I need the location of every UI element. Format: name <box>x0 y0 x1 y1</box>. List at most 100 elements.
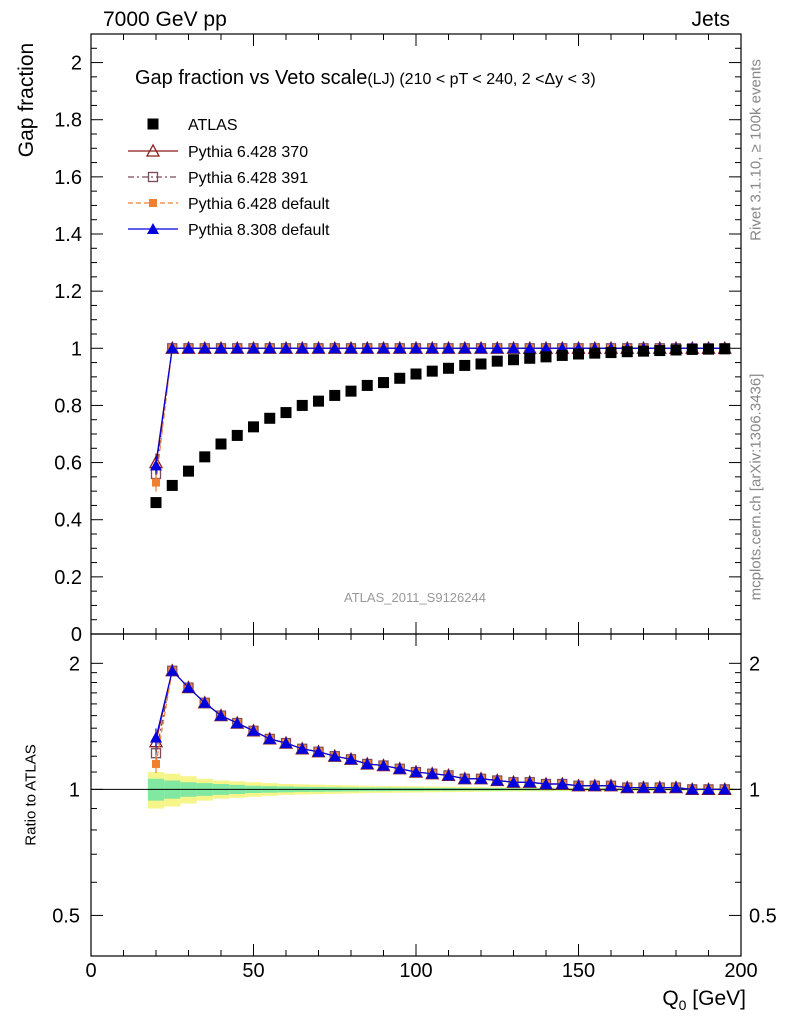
plot-title-main: Gap fraction vs Veto scale <box>135 67 368 89</box>
ratio-panel: 0 50 100 150 200 0.5 0.5 1 1 2 2 <box>52 633 777 982</box>
legend-label: Pythia 6.428 default <box>188 196 330 213</box>
data-point-main <box>638 345 649 357</box>
data-point-ratio <box>540 777 552 789</box>
data-point-ratio <box>702 783 715 795</box>
y-tick-label-main: 1.8 <box>54 110 82 132</box>
data-point-main <box>264 412 276 424</box>
x-axis-label-main: Q <box>662 987 679 1010</box>
data-point-ratio <box>718 783 731 795</box>
data-point-ratio <box>247 724 260 736</box>
y-tick-label-main: 1.6 <box>54 167 82 189</box>
header-left-label: 7000 GeV pp <box>103 8 227 31</box>
data-point-main <box>719 343 731 355</box>
data-point-main <box>215 438 227 450</box>
y-axis-label-main: Gap fraction <box>15 42 38 158</box>
y-tick-label-ratio: 2 <box>69 653 80 675</box>
data-point-main <box>377 342 390 354</box>
legend-marker <box>147 171 159 183</box>
y-tick-label-ratio-right: 0.5 <box>749 905 777 927</box>
data-point-main <box>361 342 374 354</box>
data-point-main <box>296 399 308 411</box>
data-point-main <box>540 342 552 354</box>
data-point-main <box>410 368 422 380</box>
y-tick-label-ratio: 0.5 <box>52 905 80 927</box>
data-point-main <box>263 342 276 354</box>
x-axis-label-subscript: 0 <box>678 997 687 1014</box>
x-tick-label: 100 <box>399 960 432 982</box>
data-point-ratio <box>653 781 666 793</box>
data-point-ratio <box>345 753 357 765</box>
data-point-main <box>312 342 325 354</box>
data-point-main <box>670 344 682 356</box>
y-tick-label-main: 1.2 <box>54 281 82 303</box>
data-point-main <box>475 358 487 370</box>
y-tick-label-main: 0 <box>71 624 82 646</box>
data-point-ratio <box>393 762 406 774</box>
analysis-id-label: ATLAS_2011_S9126244 <box>344 590 486 605</box>
y-tick-label-main: 0.4 <box>54 510 82 532</box>
data-point-main <box>556 349 568 361</box>
data-point-main <box>491 342 504 354</box>
data-point-ratio <box>263 732 276 744</box>
data-point-ratio <box>621 781 634 793</box>
data-point-ratio <box>361 757 374 769</box>
data-point-ratio <box>491 774 504 786</box>
legend-label: ATLAS <box>188 117 238 134</box>
data-point-ratio <box>328 750 341 762</box>
legend-marker <box>147 223 159 234</box>
data-point-ratio <box>198 696 211 708</box>
y-tick-label-ratio-right: 1 <box>749 779 760 801</box>
data-point-main <box>198 342 211 354</box>
legend-label: Pythia 6.428 391 <box>188 170 308 187</box>
data-point-main <box>199 451 211 463</box>
data-point-main <box>150 497 162 509</box>
data-point-ratio <box>458 772 471 784</box>
y-tick-label-main: 1 <box>71 338 82 360</box>
data-point-ratio <box>377 759 390 771</box>
data-point-ratio <box>312 745 325 757</box>
plot-title-sub: (LJ) (210 < pT < 240, 2 <Δy < 3) <box>367 71 596 88</box>
legend: ATLAS Pythia 6.428 370 Pythia 6.428 391 Pyt… <box>128 117 330 239</box>
main-panel: 0 0.2 0.4 0.6 0.8 1 1.2 1.4 1.6 1.8 2 <box>54 33 742 956</box>
data-point-ratio <box>670 781 682 793</box>
data-point-main <box>393 342 406 354</box>
data-point-main <box>231 342 244 354</box>
data-point-main <box>183 465 194 477</box>
data-point-main <box>215 342 227 354</box>
legend-marker <box>145 143 161 157</box>
data-point-main <box>231 429 243 441</box>
data-point-main <box>166 479 178 491</box>
data-point-ratio <box>605 779 617 791</box>
data-point-main <box>313 395 324 407</box>
data-point-ratio <box>637 781 650 793</box>
data-point-main <box>507 342 520 354</box>
y-tick-label-main: 1.4 <box>54 224 82 246</box>
data-point-main <box>150 459 162 471</box>
data-point-main <box>426 342 439 354</box>
data-point-main <box>458 342 471 354</box>
data-point-ratio <box>442 769 455 781</box>
data-point-main <box>328 342 341 354</box>
data-point-main <box>491 355 503 367</box>
data-point-main <box>508 354 519 366</box>
data-point-main <box>248 421 259 433</box>
legend-marker <box>147 118 159 130</box>
data-point-ratio <box>426 767 439 779</box>
data-point-main <box>605 347 617 359</box>
data-point-main <box>166 342 179 354</box>
legend-marker <box>149 199 157 207</box>
x-axis-label: Q0 [GeV] <box>662 987 746 1013</box>
data-point-main <box>345 342 357 354</box>
mcplots-reference-label: mcplots.cern.ch [arXiv:1306.3436] <box>747 373 765 601</box>
data-point-main <box>410 342 422 354</box>
x-axis-label-unit: [GeV] <box>692 987 746 1010</box>
rivet-version-label: Rivet 3.1.10, ≥ 100k events <box>747 59 765 241</box>
data-point-main <box>378 377 389 389</box>
data-point-main <box>443 362 454 374</box>
data-point-ratio <box>150 731 162 743</box>
data-point-main <box>573 348 584 360</box>
data-point-main <box>361 379 373 391</box>
ratio-frame <box>90 633 742 957</box>
y-tick-label-ratio-right: 2 <box>749 653 760 675</box>
data-point-main <box>345 385 357 397</box>
